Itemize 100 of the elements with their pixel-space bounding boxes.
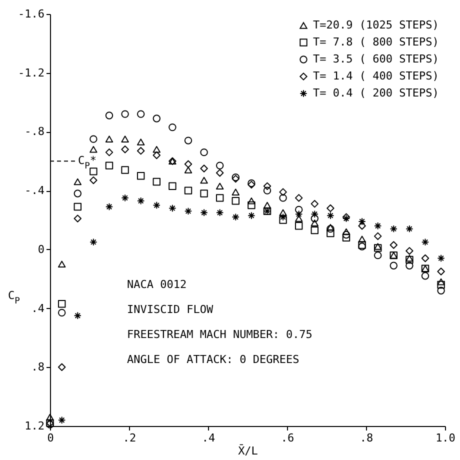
x-axis-title: X̄/L <box>238 443 258 458</box>
point <box>168 204 176 212</box>
y-tick-label: .8 <box>31 360 44 374</box>
point <box>121 166 129 174</box>
point <box>279 216 287 224</box>
point <box>168 123 176 132</box>
point <box>200 176 208 184</box>
point <box>152 178 161 186</box>
x-tick-label: .4 <box>202 432 216 444</box>
point <box>326 224 334 231</box>
point <box>263 186 272 194</box>
point <box>279 194 287 202</box>
point <box>437 280 445 289</box>
point <box>200 190 208 198</box>
point <box>437 278 445 286</box>
point <box>90 176 98 184</box>
point <box>406 247 414 255</box>
point <box>232 188 240 196</box>
y-tick-label: -.8 <box>24 125 44 138</box>
point <box>136 110 145 118</box>
x-tick-label: .8 <box>360 432 374 444</box>
legend-label: T= 1.4 ( 400 STEPS) <box>313 70 439 82</box>
point <box>390 262 398 270</box>
point <box>216 208 224 216</box>
point <box>232 213 240 221</box>
point <box>74 312 82 320</box>
point <box>248 212 256 220</box>
point <box>406 224 414 233</box>
x-tick-label: 1.0 <box>436 432 456 444</box>
point <box>232 197 240 205</box>
point <box>105 202 114 211</box>
point <box>326 204 334 212</box>
point <box>90 168 98 176</box>
x-tick-label: .2 <box>122 432 136 444</box>
point <box>374 222 382 230</box>
point <box>152 114 161 122</box>
point <box>105 162 114 170</box>
point <box>326 224 334 233</box>
point <box>58 260 66 268</box>
point <box>136 172 145 180</box>
point <box>279 209 287 216</box>
point <box>152 146 161 153</box>
point <box>437 268 445 276</box>
point <box>310 200 319 208</box>
legend-label: T= 7.8 ( 800 STEPS) <box>313 36 439 48</box>
point <box>121 146 129 154</box>
point <box>374 244 382 252</box>
point <box>294 222 303 230</box>
point <box>326 212 334 220</box>
point <box>184 186 192 194</box>
point <box>105 136 114 142</box>
point <box>184 136 192 144</box>
point <box>216 169 224 177</box>
point <box>184 207 192 216</box>
y-tick-label: -1.6 <box>18 8 44 20</box>
point <box>90 238 98 246</box>
point <box>310 220 319 226</box>
point <box>136 197 145 205</box>
point <box>121 194 129 202</box>
point <box>121 136 129 142</box>
point <box>136 138 145 146</box>
point <box>421 272 430 280</box>
point <box>263 182 272 190</box>
annotation: FREESTREAM MACH NUMBER: 0.75 <box>127 328 312 341</box>
annotation: ANGLE OF ATTACK: 0 DEGREES <box>127 353 300 366</box>
point <box>58 308 66 317</box>
point <box>74 214 82 222</box>
point <box>74 190 82 198</box>
point <box>105 112 114 120</box>
y-tick-label: .4 <box>31 302 45 315</box>
legend-label: T= 3.5 ( 600 STEPS) <box>313 52 439 66</box>
point <box>58 300 66 308</box>
point <box>90 135 98 143</box>
point <box>248 201 256 210</box>
point <box>58 416 66 424</box>
x-tick-label: 0 <box>47 432 54 444</box>
point <box>216 182 224 190</box>
point <box>294 215 303 222</box>
point <box>200 208 208 216</box>
point <box>310 226 319 234</box>
point <box>168 182 176 190</box>
point <box>90 146 98 153</box>
point <box>74 202 82 211</box>
point <box>406 262 414 270</box>
point <box>310 214 319 222</box>
point <box>390 224 398 233</box>
y-tick-label: -1.2 <box>18 66 44 80</box>
point <box>406 256 414 264</box>
x-tick-label: .6 <box>280 432 294 444</box>
point <box>342 230 350 239</box>
point <box>437 286 445 294</box>
point <box>74 178 82 186</box>
point <box>105 148 114 156</box>
point <box>437 254 445 262</box>
point <box>46 414 54 421</box>
point <box>374 232 382 240</box>
point <box>421 254 430 262</box>
point <box>263 202 272 209</box>
annotation: INVISCID FLOW <box>127 303 214 316</box>
y-tick-label: 1.2 <box>24 420 44 432</box>
